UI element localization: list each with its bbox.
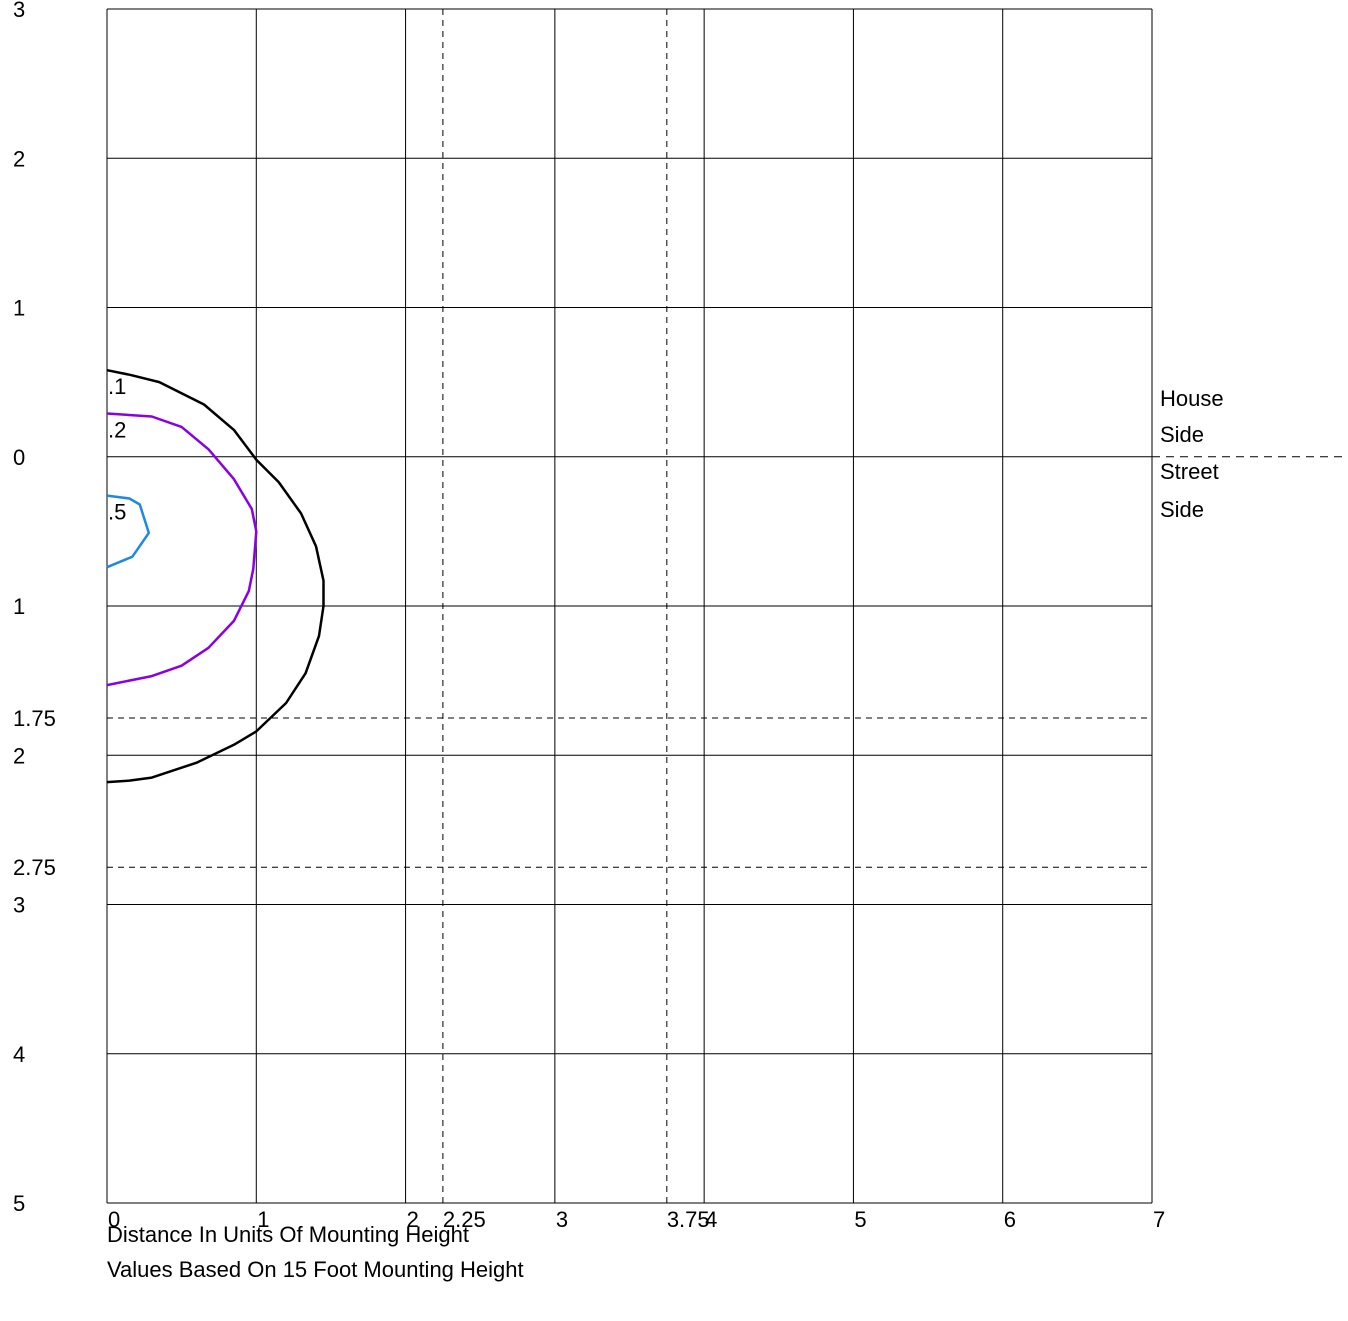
x-tick-label: 1 [257, 1207, 269, 1232]
mounting-height-note: Values Based On 15 Foot Mounting Height [107, 1257, 524, 1282]
contour-line [106, 494, 151, 569]
x-tick-label: 5 [854, 1207, 866, 1232]
house-side-label: House [1160, 386, 1224, 411]
street-side-label: Street [1160, 459, 1219, 484]
y-tick-label: 2 [13, 146, 25, 171]
x-tick-label: 2 [407, 1207, 419, 1232]
x-tick-label: 7 [1153, 1207, 1165, 1232]
x-axis-caption: Distance In Units Of Mounting Height [107, 1222, 469, 1247]
y-tick-label: 3 [13, 0, 25, 22]
y-tick-label: 0 [13, 445, 25, 470]
contour-line [106, 368, 325, 784]
x-tick-label: 6 [1004, 1207, 1016, 1232]
grid-lines [106, 8, 1348, 1204]
reference-lines [107, 9, 1152, 1203]
street-side-label: Side [1160, 497, 1204, 522]
side-labels: House Side Street Side [1160, 386, 1224, 522]
x-tick-label: 4 [705, 1207, 717, 1232]
contour-label: .2 [108, 417, 126, 442]
contour-line [106, 412, 258, 687]
y-tick-label: 3 [13, 893, 25, 918]
y-tick-label: 1 [13, 594, 25, 619]
y-reference-label: 1.75 [13, 706, 56, 731]
y-tick-label: 2 [13, 743, 25, 768]
contour-series: .1 .2 .5 [106, 368, 325, 784]
y-reference-label: 2.75 [13, 855, 56, 880]
y-tick-label: 4 [13, 1042, 25, 1067]
tick-labels: 0 1 2 3 4 5 6 7 2.25 3.75 3 2 1 0 1 2 3 4 5 1.75 2.75 [13, 0, 1165, 1232]
contour-label: .5 [108, 500, 126, 525]
y-tick-label: 1 [13, 296, 25, 321]
x-reference-label: 2.25 [443, 1207, 486, 1232]
y-tick-label: 5 [13, 1191, 25, 1216]
x-reference-label: 3.75 [667, 1207, 710, 1232]
house-side-label: Side [1160, 422, 1204, 447]
contour-label: .1 [108, 374, 126, 399]
x-tick-label: 0 [108, 1207, 120, 1232]
x-tick-label: 3 [556, 1207, 568, 1232]
